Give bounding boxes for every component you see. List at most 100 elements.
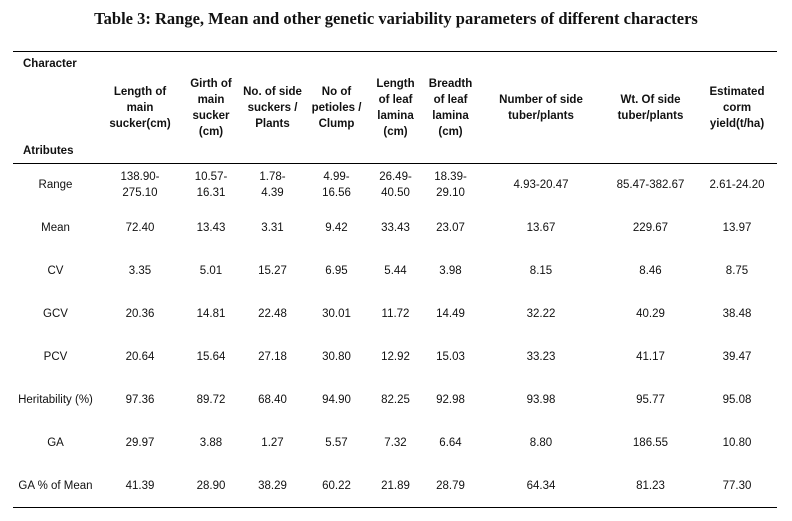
table-cell: 85.47-382.67 <box>616 179 685 192</box>
column-header: No of petioles / Clump <box>311 85 362 130</box>
table-cell: 21.89 <box>381 479 410 492</box>
table-cell: 89.72 <box>196 394 226 406</box>
table-cell: 10.57-16.31 <box>194 171 228 200</box>
table-cell: 1.27 <box>261 437 284 449</box>
row-label: Range <box>38 179 73 192</box>
table-cell: 41.17 <box>636 351 665 363</box>
table-row: Range 138.90-275.10 10.57-16.31 1.78-4.39 4.… <box>13 164 777 207</box>
column-header: Girth of main sucker (cm) <box>190 77 232 138</box>
table-cell: 138.90-275.10 <box>120 171 160 200</box>
table-cell: 33.23 <box>526 351 556 363</box>
table-cell: 4.99-16.56 <box>322 171 351 200</box>
table-cell: 30.80 <box>322 351 351 363</box>
table-cell: 39.47 <box>722 351 752 363</box>
row-label: Mean <box>41 222 70 234</box>
row-label: CV <box>47 265 64 277</box>
table-cell: 22.48 <box>258 308 287 320</box>
table-cell: 92.98 <box>436 394 465 406</box>
table-cell: 4.93-20.47 <box>513 179 569 192</box>
table-cell: 8.15 <box>529 265 553 277</box>
table-cell: 186.55 <box>632 437 669 449</box>
table-cell: 81.23 <box>636 479 665 492</box>
table-cell: 32.22 <box>526 308 556 320</box>
table-cell: 18.39-29.10 <box>434 171 467 200</box>
table-cell: 8.75 <box>725 265 749 277</box>
table-cell: 12.92 <box>381 351 410 363</box>
table-row: GCV 20.36 14.81 22.48 30.01 11.72 14.49 32.22 40… <box>13 293 777 336</box>
table-cell: 68.40 <box>258 394 287 406</box>
table-row: CV 3.35 5.01 15.27 6.95 5.44 3.98 8.15 8.46 8.75 <box>13 250 777 293</box>
column-header: No. of side suckers / Plants <box>243 85 302 130</box>
table-cell: 5.01 <box>199 265 223 277</box>
table-cell: 23.07 <box>436 222 465 234</box>
table-cell: 5.57 <box>325 437 348 449</box>
table-cell: 11.72 <box>381 308 410 320</box>
table-cell: 20.64 <box>125 351 155 363</box>
column-header: Length of leaf lamina (cm) <box>376 77 415 138</box>
table-cell: 9.42 <box>325 222 348 234</box>
table-cell: 3.98 <box>439 265 462 277</box>
table-cell: 14.81 <box>196 308 226 320</box>
table-row: GA 29.97 3.88 1.27 5.57 7.32 6.64 8.80 186.55 10.… <box>13 422 777 465</box>
row-label: GA % of Mean <box>18 479 93 492</box>
table-cell: 40.29 <box>636 308 665 320</box>
table-cell: 15.03 <box>436 351 465 363</box>
table-cell: 229.67 <box>632 222 669 234</box>
header-row: Character Atributes Length of main sucke… <box>13 51 777 164</box>
attributes-label: Atributes <box>23 145 74 157</box>
table-cell: 95.77 <box>636 394 665 406</box>
table-cell: 3.88 <box>199 437 223 449</box>
table-cell: 97.36 <box>125 394 155 406</box>
table-cell: 38.29 <box>258 479 287 492</box>
table-cell: 28.90 <box>196 479 226 492</box>
table-cell: 6.64 <box>439 437 462 449</box>
character-label: Character <box>23 58 77 70</box>
table-cell: 60.22 <box>322 479 351 492</box>
table-cell: 2.61-24.20 <box>709 179 765 192</box>
row-label: GA <box>47 437 64 449</box>
row-label: GCV <box>43 308 68 320</box>
table-cell: 13.97 <box>722 222 752 234</box>
column-header: Number of side tuber/plants <box>499 93 583 122</box>
table-cell: 13.67 <box>526 222 556 234</box>
column-header: Length of main sucker(cm) <box>109 85 171 130</box>
table-cell: 26.49-40.50 <box>379 171 412 200</box>
row-label: PCV <box>43 351 68 363</box>
table-cell: 41.39 <box>125 479 155 492</box>
table-title: Table 3: Range, Mean and other genetic v… <box>94 9 698 28</box>
table-cell: 14.49 <box>436 308 465 320</box>
table-cell: 93.98 <box>526 394 556 406</box>
table-cell: 64.34 <box>526 479 556 492</box>
table-cell: 77.30 <box>722 479 752 492</box>
column-header: Breadth of leaf lamina (cm) <box>428 77 473 138</box>
table-cell: 94.90 <box>322 394 351 406</box>
table-row: PCV 20.64 15.64 27.18 30.80 12.92 15.03 33.23 41… <box>13 336 777 379</box>
table-cell: 95.08 <box>722 394 752 406</box>
row-label: Heritability (%) <box>18 394 93 406</box>
table-cell: 27.18 <box>258 351 287 363</box>
column-header: Wt. Of side tuber/plants <box>617 93 684 122</box>
table-cell: 30.01 <box>322 308 351 320</box>
table-cell: 38.48 <box>722 308 752 320</box>
table-cell: 29.97 <box>125 437 155 449</box>
table-cell: 13.43 <box>196 222 226 234</box>
table-row: Heritability (%) 97.36 89.72 68.40 94.90 82.2… <box>13 379 777 422</box>
table-cell: 3.31 <box>261 222 284 234</box>
corner-header: Character Atributes <box>13 52 98 164</box>
table-cell: 82.25 <box>381 394 410 406</box>
table-cell: 15.64 <box>196 351 226 363</box>
table-cell: 8.80 <box>529 437 553 449</box>
table-row: GA % of Mean 41.39 28.90 38.29 60.22 21.89 28.… <box>13 465 777 508</box>
table-cell: 10.80 <box>722 437 752 449</box>
column-header: Estimated corm yield(t/ha) <box>709 85 765 130</box>
table-cell: 72.40 <box>125 222 155 234</box>
table-cell: 8.46 <box>639 265 662 277</box>
table-cell: 5.44 <box>384 265 407 277</box>
table-cell: 6.95 <box>325 265 348 277</box>
table-cell: 7.32 <box>384 437 407 449</box>
table-cell: 1.78-4.39 <box>259 171 286 200</box>
table-cell: 33.43 <box>381 222 410 234</box>
table-cell: 28.79 <box>436 479 465 492</box>
variability-table: Character Atributes Length of main sucke… <box>13 51 777 508</box>
table-cell: 3.35 <box>128 265 152 277</box>
